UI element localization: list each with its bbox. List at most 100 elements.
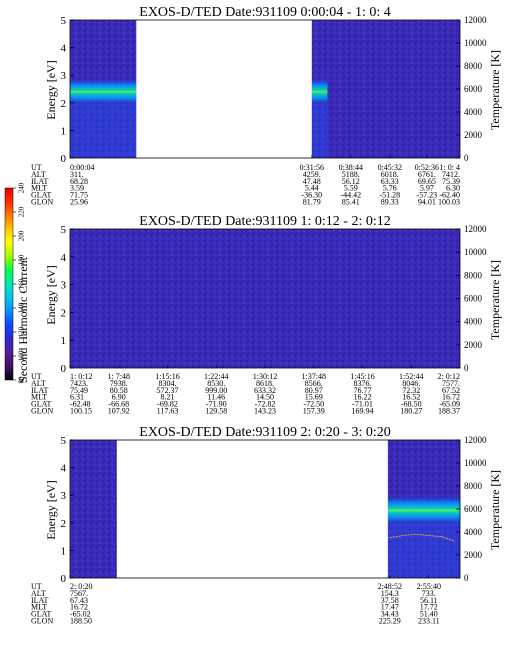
- y-tick-label: 1: [61, 335, 67, 347]
- ephem-value: 51.40: [420, 610, 438, 619]
- ephem-value: 107.92: [108, 407, 130, 416]
- ephem-value: 67.52: [442, 386, 460, 395]
- ephem-value: 14.50: [256, 393, 274, 402]
- spectrogram: [70, 229, 460, 368]
- ephem-value: 7938.: [110, 379, 128, 388]
- data-gap: [116, 440, 388, 578]
- ephem-value: 2: 0:12: [438, 372, 460, 381]
- ephem-value: -71.90: [206, 400, 227, 409]
- colorbar-tick-label: 80: [18, 376, 26, 384]
- ephem-row-label: GLAT: [31, 610, 52, 619]
- ephem-value: 633.32: [254, 386, 276, 395]
- ephem-value: -65.02: [70, 610, 91, 619]
- ephem-value: 1:37:48: [302, 372, 326, 381]
- ephem-value: 1:52:44: [399, 372, 423, 381]
- panel-2-ylabel: Energy [eV]: [44, 265, 58, 324]
- ephem-value: 154.3: [381, 589, 399, 598]
- colorbar-tick-label: 100: [18, 350, 26, 361]
- ephem-value: 1: 0:12: [70, 372, 92, 381]
- ephem-value: -72.82: [255, 400, 276, 409]
- spectrogram-low-energy: [387, 522, 460, 578]
- y2-tick-label: 10000: [464, 458, 487, 468]
- colorbar-tick-label: 160: [18, 278, 26, 289]
- panel-2: EXOS-D/TED Date:931109 1: 0:12 - 2: 0:12…: [31, 214, 502, 416]
- y2-tick-label: 8000: [464, 61, 483, 71]
- ephem-value: 572.37: [157, 386, 179, 395]
- ephem-value: 2:55:40: [417, 582, 441, 591]
- y-tick-label: 4: [61, 252, 67, 264]
- ephem-value: 56.11: [420, 596, 438, 605]
- ephem-row-label: ILAT: [31, 596, 48, 605]
- ephem-value: 69.65: [418, 177, 436, 186]
- ephem-value: 37.58: [381, 596, 399, 605]
- colorbar-gradient: [4, 187, 14, 381]
- ephem-value: 68.28: [70, 177, 88, 186]
- ephem-value: -66.68: [108, 400, 129, 409]
- ephem-value: 94.01: [418, 198, 436, 207]
- ephem-value: 311.: [70, 170, 84, 179]
- ephem-value: 81.79: [303, 198, 321, 207]
- y-tick-label: 1: [61, 125, 67, 137]
- ephem-value: 0:45:32: [378, 163, 402, 172]
- ephem-value: 85.41: [342, 198, 360, 207]
- ephem-row-label: MLT: [31, 393, 47, 402]
- ephem-value: 233.11: [418, 617, 440, 626]
- ephem-row-label: ALT: [31, 379, 46, 388]
- ephem-value: 63.33: [381, 177, 399, 186]
- ephem-value: 169.94: [352, 407, 374, 416]
- y-tick-label: 2: [61, 307, 67, 319]
- ephem-value: 733.: [422, 589, 436, 598]
- ephem-row-label: ALT: [31, 170, 46, 179]
- ephem-value: 2: 0:20: [70, 582, 92, 591]
- ephem-value: 80.58: [110, 386, 128, 395]
- ephem-value: 1:45:16: [350, 372, 374, 381]
- y2-tick-label: 10000: [464, 247, 487, 257]
- ephem-value: 5.59: [344, 184, 358, 193]
- ephem-value: 8618.: [256, 379, 274, 388]
- ephem-value: 6.31: [70, 393, 84, 402]
- ephem-row-label: GLAT: [31, 191, 52, 200]
- y2-tick-label: 12000: [464, 224, 487, 234]
- ephem-value: 129.58: [205, 407, 227, 416]
- colorbar-tick-label: 120: [18, 326, 26, 337]
- ephem-value: 16.72: [70, 603, 88, 612]
- ephem-value: 188.50: [70, 617, 92, 626]
- ephem-value: 16.72: [442, 393, 460, 402]
- y2-tick-label: 12000: [464, 435, 487, 445]
- ephem-value: 1: 0: 4: [440, 163, 460, 172]
- ephem-value: -62.48: [70, 400, 91, 409]
- temperature-trace: [389, 533, 455, 542]
- panel-1-ylabel: Energy [eV]: [44, 60, 58, 119]
- ephem-value: 6.90: [112, 393, 126, 402]
- ephem-value: -51.28: [379, 191, 400, 200]
- y2-tick-label: 2000: [464, 130, 483, 140]
- colorbar-tick-label: 180: [18, 254, 26, 265]
- ephem-value: 8530.: [207, 379, 225, 388]
- y-tick-label: 4: [61, 463, 67, 475]
- ephem-value: 80.97: [305, 386, 323, 395]
- ephem-value: 999.00: [205, 386, 227, 395]
- ephem-value: 8376.: [354, 379, 372, 388]
- y2-tick-label: 8000: [464, 270, 483, 280]
- ephem-value: 7412.: [442, 170, 460, 179]
- ephem-value: 17.72: [420, 603, 438, 612]
- ephem-value: 0:31:56: [300, 163, 324, 172]
- ephem-row-label: GLON: [31, 617, 53, 626]
- y-tick-label: 0: [61, 573, 67, 585]
- ephem-row-label: UT: [31, 582, 42, 591]
- ephem-value: 89.33: [381, 198, 399, 207]
- ephem-value: 34.43: [381, 610, 399, 619]
- colorbar-tick-label: 220: [18, 206, 26, 217]
- ephem-value: 117.63: [157, 407, 179, 416]
- y2-tick-label: 6000: [464, 504, 483, 514]
- ephem-value: -71.01: [352, 400, 373, 409]
- ephem-row-label: UT: [31, 163, 42, 172]
- y-tick-label: 3: [61, 280, 67, 292]
- y2-tick-label: 12000: [464, 15, 487, 25]
- ephem-value: 7423.: [70, 379, 88, 388]
- ephem-row-label: ALT: [31, 589, 46, 598]
- ephem-value: -65.09: [439, 400, 460, 409]
- colorbar: 80 100 120 140 160 180 200 220 240 Second Harmon…: [4, 182, 30, 384]
- ephem-value: -68.50: [401, 400, 422, 409]
- ephem-value: 16.52: [402, 393, 420, 402]
